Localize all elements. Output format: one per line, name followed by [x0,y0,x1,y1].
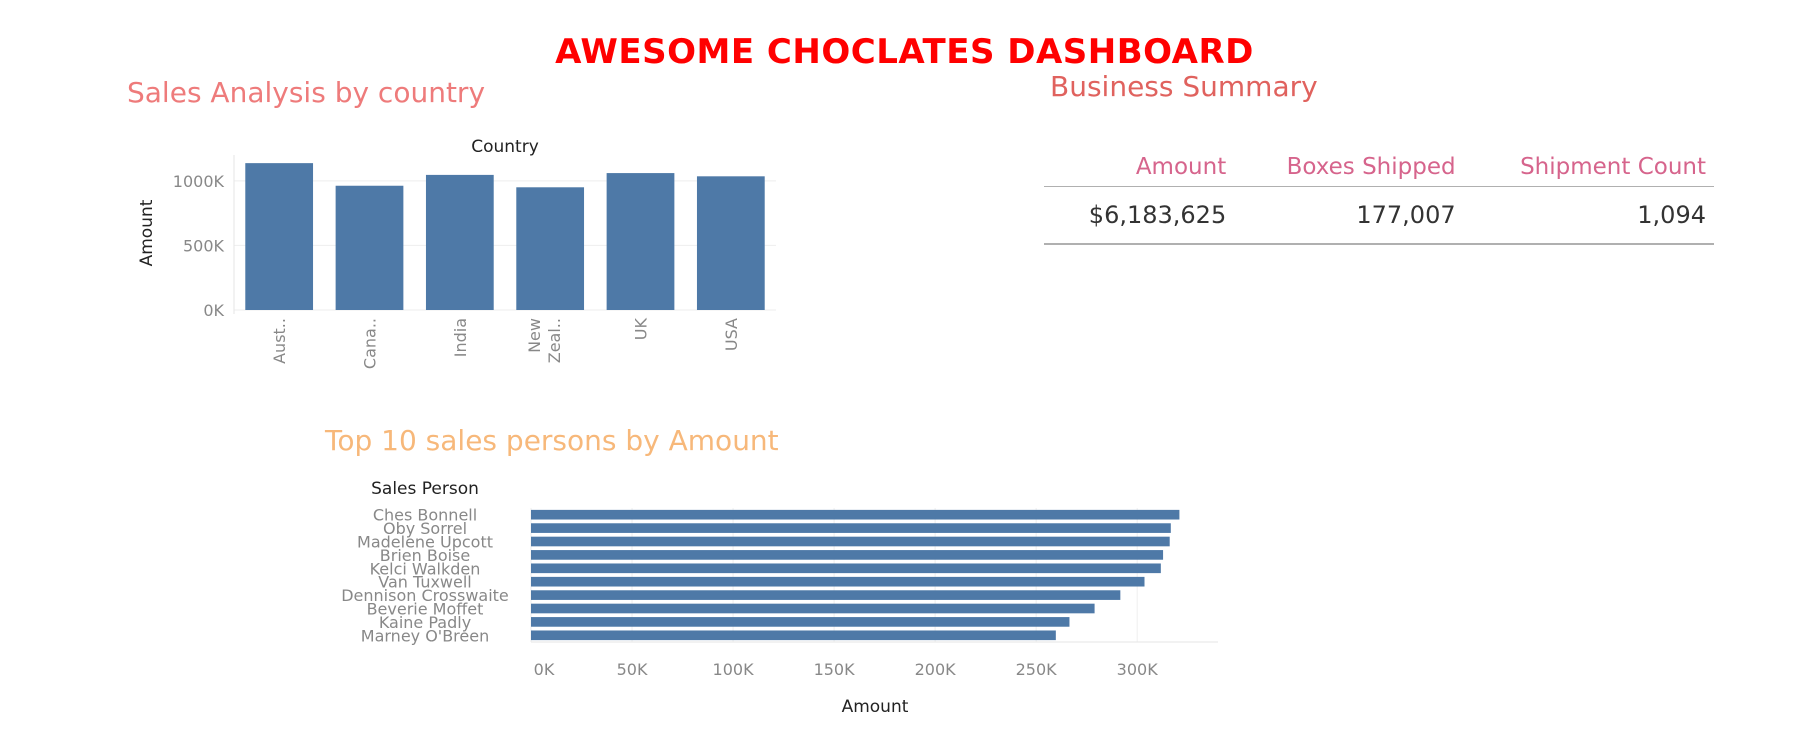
country-ytick-label: 1000K [173,172,225,191]
salesperson-xtick-label: 150K [814,660,856,679]
salesperson-bar [531,550,1164,560]
salesperson-bar [531,590,1121,600]
country-bar [606,173,675,310]
summary-table: Amount Boxes Shipped Shipment Count $6,1… [1044,150,1714,245]
summary-header-shipments: Shipment Count [1463,150,1714,187]
salesperson-xtick-label: 250K [1016,660,1058,679]
summary-value-boxes: 177,007 [1234,186,1464,245]
salesperson-label: Kaine Padly [379,613,471,632]
salesperson-bar [531,576,1145,587]
country-ytick-label: 0K [203,301,224,320]
summary-value-amount: $6,183,625 [1044,186,1235,245]
country-column-header: Country [471,137,539,157]
country-bar [516,187,585,310]
country-xtick-label: UK [632,317,651,340]
country-xtick-label: USA [722,318,741,351]
country-bar-chart: Country 0K 500K 1000K Amount Aust.. Cana.. Indi… [137,137,776,369]
salesperson-bar-chart: Sales Person 0K 50K 100K 150K 200K 250K 300K Amo… [341,479,1218,717]
summary-value-shipments: 1,094 [1463,186,1714,245]
salesperson-label: Brien Boise [380,546,470,565]
country-bar [335,185,404,310]
salesperson-bar [531,630,1056,641]
summary-header-row: Amount Boxes Shipped Shipment Count [1044,150,1714,187]
summary-header-amount: Amount [1044,150,1235,187]
dashboard-title: AWESOME CHOCLATES DASHBOARD [555,32,1254,72]
salesperson-bar [531,617,1070,627]
salesperson-bar [531,523,1171,533]
salesperson-label: Madelene Upcott [357,533,493,552]
salesperson-bar [531,509,1180,520]
summary-value-row: $6,183,625 177,007 1,094 [1044,186,1714,245]
salesperson-bar [531,603,1095,614]
salesperson-bar [531,563,1161,574]
country-y-axis-title: Amount [137,199,157,266]
summary-title: Business Summary [1050,70,1318,103]
salesperson-xtick-label: 200K [915,660,957,679]
salesperson-xtick-label: 50K [617,660,648,679]
salesperson-label: Beverie Moffet [367,600,484,619]
salesperson-xtick-label: 100K [713,660,755,679]
country-xtick-label: India [451,318,470,357]
country-xtick-label: Aust.. [270,318,289,364]
salesperson-label: Dennison Crosswaite [341,586,509,605]
summary-header-boxes: Boxes Shipped [1234,150,1464,187]
salesperson-x-axis-title: Amount [842,697,909,717]
country-ytick-label: 500K [183,236,225,255]
country-bar [696,176,765,310]
country-xtick-label: NewZeal.. [525,318,564,363]
salesperson-label: Van Tuxwell [378,573,472,592]
salesperson-label: Ches Bonnell [373,506,477,525]
country-chart-title: Sales Analysis by country [127,76,486,109]
country-xtick-label: Cana.. [361,318,380,369]
salesperson-xtick-label: 0K [534,660,555,679]
salesperson-row-header: Sales Person [371,479,479,499]
salesperson-label: Marney O'Breen [361,626,489,645]
salesperson-xtick-label: 300K [1117,660,1159,679]
salesperson-chart-title: Top 10 sales persons by Amount [325,424,779,457]
country-bar [425,174,494,310]
country-bar [245,163,314,310]
salesperson-bar [531,536,1170,547]
salesperson-label: Kelci Walkden [370,559,481,578]
salesperson-label: Oby Sorrel [383,519,467,538]
